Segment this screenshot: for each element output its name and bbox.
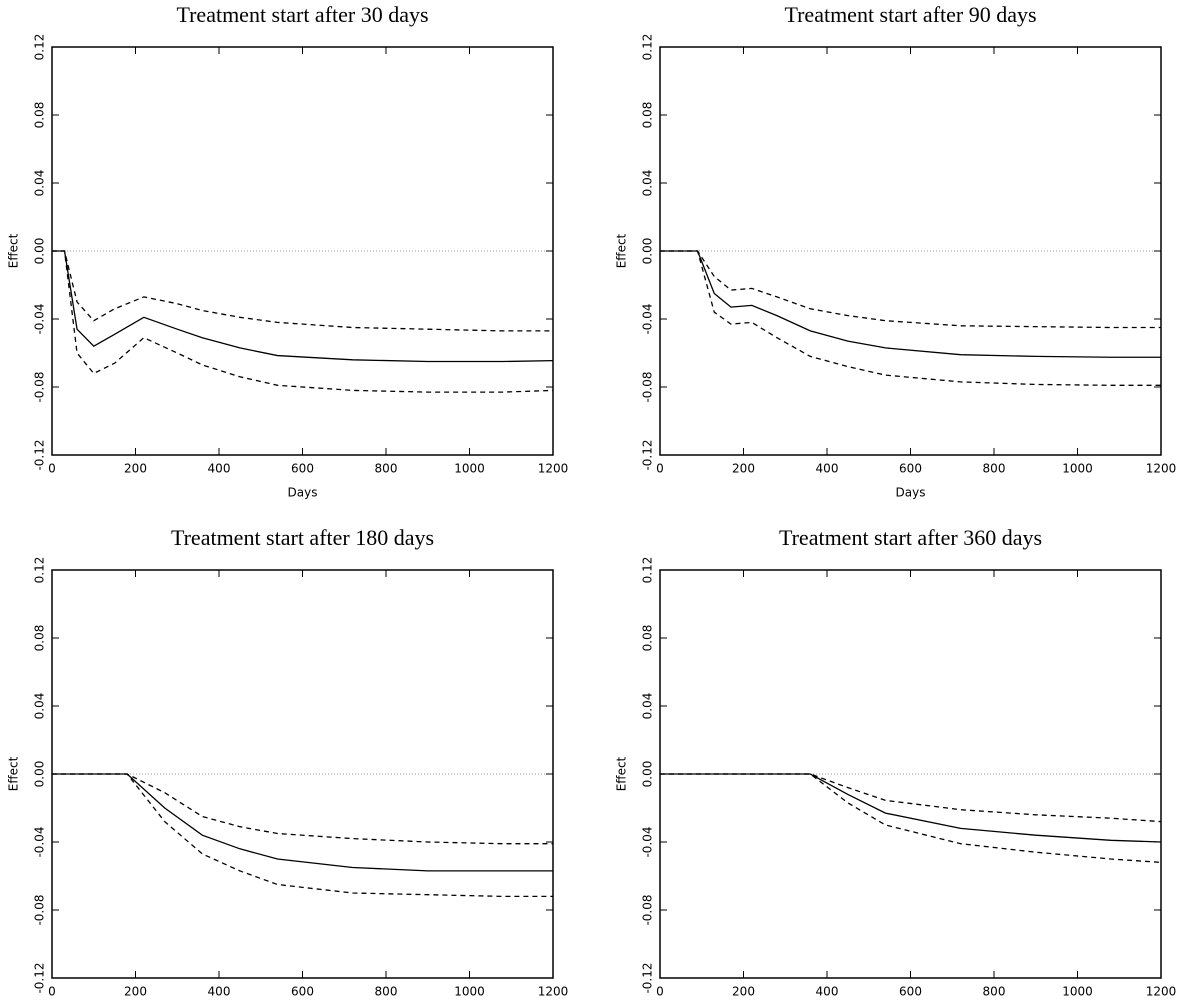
y-tick-label: -0.08	[33, 371, 47, 402]
y-tick-label: -0.04	[33, 826, 47, 857]
x-tick-label: 800	[983, 985, 1006, 999]
x-tick-label: 1200	[538, 462, 569, 476]
x-tick-label: 600	[291, 462, 314, 476]
plot-frame	[51, 569, 554, 979]
x-axis-label: Days	[896, 486, 926, 500]
panel-title: Treatment start after 180 days	[171, 525, 434, 550]
plot-frame	[659, 46, 1162, 456]
x-tick-label: 0	[48, 985, 56, 999]
series-line	[52, 250, 554, 363]
x-tick-label: 1200	[1146, 985, 1177, 999]
x-tick-label: 200	[732, 985, 755, 999]
y-axis-label: Effect	[615, 756, 629, 791]
series-line	[660, 773, 1162, 823]
y-tick-label: 0.08	[641, 102, 655, 129]
y-tick-label: 0.04	[641, 693, 655, 720]
x-tick-label: 1200	[538, 985, 569, 999]
x-axis-label: Days	[288, 486, 318, 500]
y-tick-label: -0.12	[641, 439, 655, 470]
y-tick-label: 0.08	[641, 625, 655, 652]
panel: Treatment start after 180 daysDaysEffect…	[7, 525, 569, 999]
series-line	[660, 773, 1162, 843]
y-axis-label: Effect	[7, 233, 21, 268]
series-line	[660, 250, 1161, 329]
x-tick-label: 200	[124, 462, 147, 476]
panel: Treatment start after 90 days Days Effect 0…	[615, 2, 1177, 499]
x-tick-label: 0	[656, 462, 664, 476]
y-tick-label: 0.00	[33, 238, 47, 265]
x-tick-label: 400	[208, 985, 231, 999]
x-tick-label: 1000	[454, 462, 485, 476]
x-tick-label: 400	[816, 985, 839, 999]
x-tick-label: 800	[375, 462, 398, 476]
panel-title: Treatment start after 30 days	[176, 2, 428, 27]
y-axis-label: Effect	[615, 233, 629, 268]
panel-title: Treatment start after 90 days	[784, 2, 1036, 27]
y-axis-label: Effect	[7, 756, 21, 791]
y-tick-label: 0.00	[641, 761, 655, 788]
y-tick-label: 0.00	[33, 761, 47, 788]
y-tick-label: 0.00	[641, 238, 655, 265]
y-tick-label: 0.04	[33, 693, 47, 720]
y-tick-label: -0.12	[641, 962, 655, 993]
y-tick-label: 0.04	[33, 170, 47, 197]
series-line	[52, 773, 553, 845]
y-tick-label: 0.08	[33, 625, 47, 652]
y-tick-label: 0.12	[641, 34, 655, 61]
x-tick-label: 400	[816, 462, 839, 476]
x-tick-label: 800	[375, 985, 398, 999]
y-tick-label: -0.12	[33, 439, 47, 470]
series-line	[52, 250, 554, 393]
plot-frame	[659, 569, 1162, 979]
plot-frame	[51, 46, 554, 456]
y-tick-label: -0.08	[641, 894, 655, 925]
y-tick-label: 0.04	[641, 170, 655, 197]
x-tick-label: 200	[732, 462, 755, 476]
x-tick-label: 1000	[1062, 462, 1093, 476]
panel-title: Treatment start after 360 days	[779, 525, 1042, 550]
y-tick-label: 0.12	[33, 557, 47, 584]
y-tick-label: 0.12	[641, 557, 655, 584]
x-tick-label: 1000	[454, 985, 485, 999]
y-tick-label: 0.08	[33, 102, 47, 129]
x-tick-label: 200	[124, 985, 147, 999]
y-tick-label: -0.08	[641, 371, 655, 402]
x-tick-label: 1000	[1062, 985, 1093, 999]
y-tick-label: -0.08	[33, 894, 47, 925]
series-line	[660, 250, 1161, 386]
panel: Treatment start after 360 daysDaysEffect…	[615, 525, 1177, 999]
y-tick-label: 0.12	[33, 34, 47, 61]
series-line	[660, 773, 1162, 864]
x-tick-label: 600	[899, 985, 922, 999]
series-line	[52, 773, 553, 898]
y-tick-label: -0.04	[33, 303, 47, 334]
panel: Treatment start after 30 days Days Effect 0…	[7, 2, 569, 499]
y-tick-label: -0.04	[641, 303, 655, 334]
x-tick-label: 600	[291, 985, 314, 999]
x-tick-label: 0	[656, 985, 664, 999]
x-tick-label: 1200	[1146, 462, 1177, 476]
series-line	[660, 250, 1161, 358]
series-line	[52, 773, 553, 872]
x-tick-label: 0	[48, 462, 56, 476]
x-tick-label: 400	[208, 462, 231, 476]
x-tick-label: 600	[899, 462, 922, 476]
y-tick-label: -0.04	[641, 826, 655, 857]
series-line	[52, 250, 553, 332]
y-tick-label: -0.12	[33, 962, 47, 993]
x-tick-label: 800	[983, 462, 1006, 476]
